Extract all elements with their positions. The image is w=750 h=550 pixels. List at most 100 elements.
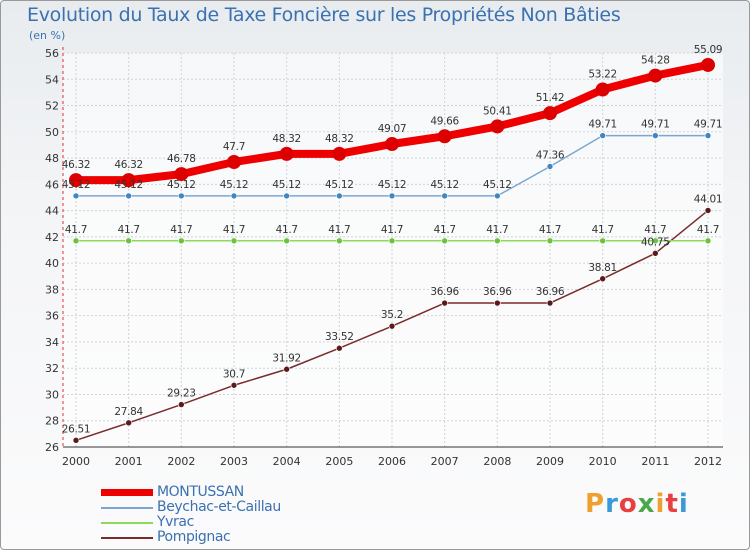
legend-label-beychac: Beychac-et-Caillau [157, 499, 281, 515]
legend-item-beychac: Beychac-et-Caillau [101, 500, 361, 515]
data-label: 41.7 [328, 224, 350, 236]
x-tick-label: 2009 [536, 455, 564, 468]
data-label: 33.52 [325, 331, 354, 343]
data-label: 55.09 [694, 44, 723, 56]
y-tick-label: 42 [45, 231, 59, 244]
data-point [494, 192, 501, 200]
data-label: 41.7 [644, 224, 666, 236]
data-label: 41.7 [65, 224, 87, 236]
data-label: 27.84 [114, 406, 143, 418]
data-label: 49.71 [694, 119, 723, 131]
data-point [494, 299, 501, 307]
data-label: 38.81 [588, 262, 617, 274]
plot-area [63, 53, 723, 447]
data-label: 40.75 [641, 236, 670, 248]
legend: MONTUSSAN Beychac-et-Caillau Yvrac Pompi… [101, 485, 361, 545]
x-tick-label: 2011 [641, 455, 669, 468]
data-label: 45.12 [62, 179, 91, 191]
logo-letter: t [665, 489, 679, 519]
proxiti-logo: Proxiti [585, 489, 689, 519]
data-point [704, 237, 712, 245]
data-label: 35.2 [381, 309, 403, 321]
x-tick-label: 2005 [325, 455, 353, 468]
data-label: 45.12 [220, 179, 249, 191]
logo-letter: i [655, 489, 666, 519]
data-point [490, 119, 505, 134]
x-tick-label: 2002 [167, 455, 195, 468]
legend-label-yvrac: Yvrac [157, 514, 194, 530]
data-label: 29.23 [167, 388, 196, 400]
data-point [494, 237, 501, 245]
data-label: 36.96 [483, 286, 512, 298]
data-point [279, 146, 294, 161]
data-point [283, 192, 290, 200]
legend-item-montussan: MONTUSSAN [101, 485, 361, 500]
legend-item-yvrac: Yvrac [101, 515, 361, 530]
data-label: 46.32 [114, 159, 143, 171]
x-tick-label: 2010 [589, 455, 617, 468]
data-point [599, 132, 606, 139]
data-label: 41.7 [592, 224, 614, 236]
x-tick-label: 2004 [273, 455, 301, 468]
y-tick-label: 34 [45, 336, 59, 349]
data-point [704, 207, 712, 214]
data-point [230, 237, 238, 245]
legend-label-montussan: MONTUSSAN [157, 484, 244, 500]
x-tick-label: 2006 [378, 455, 406, 468]
data-label: 45.12 [114, 179, 143, 191]
data-label: 47.36 [536, 149, 565, 161]
y-tick-label: 40 [45, 257, 59, 270]
data-label: 41.7 [170, 224, 192, 236]
data-point [332, 146, 347, 161]
data-label: 30.7 [223, 368, 245, 380]
data-point [336, 192, 343, 200]
data-point [652, 249, 659, 257]
data-point [388, 237, 396, 245]
data-point [595, 82, 610, 97]
data-label: 41.7 [486, 224, 508, 236]
data-point [336, 344, 343, 352]
data-point [546, 299, 554, 307]
data-label: 45.12 [430, 179, 459, 191]
y-tick-label: 48 [45, 152, 59, 165]
legend-swatch-beychac [101, 507, 153, 509]
data-label: 41.7 [223, 224, 245, 236]
data-point [125, 192, 132, 200]
data-label: 49.66 [430, 115, 459, 127]
data-point [599, 237, 606, 245]
data-label: 41.7 [539, 224, 561, 236]
data-point [385, 137, 399, 152]
data-point [72, 437, 80, 444]
data-label: 46.32 [62, 159, 91, 171]
data-point [72, 192, 80, 200]
data-point [652, 132, 659, 139]
data-label: 41.7 [118, 224, 140, 236]
logo-letter: x [637, 489, 656, 519]
data-point [704, 132, 712, 139]
x-tick-label: 2012 [694, 455, 722, 468]
data-label: 45.12 [378, 179, 407, 191]
data-point [388, 192, 396, 200]
data-point [230, 192, 238, 200]
y-tick-label: 46 [45, 178, 59, 191]
logo-letter: i [678, 489, 689, 519]
y-tick-label: 44 [45, 205, 59, 218]
data-label: 46.78 [167, 153, 196, 165]
data-point [652, 237, 659, 245]
chart-unit: (en %) [29, 29, 66, 42]
data-label: 41.7 [276, 224, 298, 236]
data-point [437, 129, 452, 144]
chart-title: Evolution du Taux de Taxe Foncière sur l… [27, 4, 621, 26]
data-label: 48.32 [272, 133, 301, 145]
data-point [388, 322, 396, 330]
legend-swatch-montussan [101, 489, 153, 496]
data-label: 45.12 [167, 179, 196, 191]
data-point [546, 237, 554, 245]
data-point [178, 401, 185, 408]
data-point [125, 237, 132, 245]
data-point [441, 192, 448, 200]
data-label: 41.7 [381, 224, 403, 236]
data-point [599, 275, 606, 283]
data-label: 45.12 [325, 179, 354, 191]
